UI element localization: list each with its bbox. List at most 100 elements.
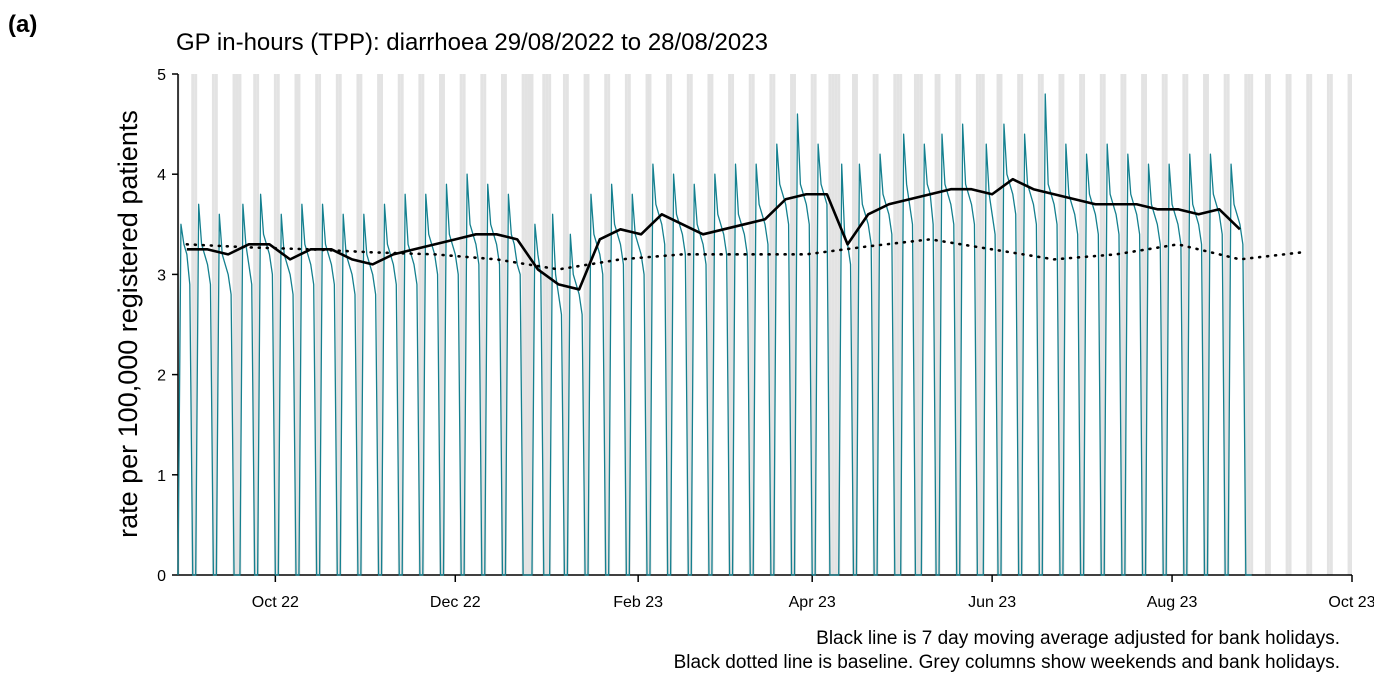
weekend-column [359, 74, 363, 575]
weekend-column [1040, 74, 1044, 575]
weekend-column [315, 74, 319, 575]
weekend-column [834, 74, 838, 575]
weekend-column [1099, 74, 1103, 575]
weekend-column [975, 74, 979, 575]
x-tick-label: Dec 22 [430, 594, 481, 611]
weekend-column [1102, 74, 1106, 575]
x-tick-label: Oct 23 [1328, 594, 1374, 611]
weekend-column [542, 74, 546, 575]
weekend-column [191, 74, 195, 575]
weekend-column [852, 74, 855, 575]
weekend-column [521, 74, 525, 575]
y-axis-label: rate per 100,000 registered patients [113, 110, 143, 538]
weekend-column [828, 74, 832, 575]
weekend-column [1264, 74, 1268, 575]
weekend-column [400, 74, 404, 575]
note: Black dotted line is baseline. Grey colu… [674, 652, 1340, 673]
weekend-column [297, 74, 301, 575]
weekend-column [899, 74, 903, 575]
weekend-column [1250, 74, 1254, 575]
weekend-column [934, 74, 938, 575]
weekend-column [483, 74, 487, 575]
weekend-column [1120, 74, 1124, 575]
weekend-column [1309, 74, 1313, 575]
weekend-column [214, 74, 218, 575]
weekend-column [1203, 74, 1206, 575]
weekend-column [837, 74, 841, 575]
weekend-column [689, 74, 693, 575]
x-tick-label: Apr 23 [789, 594, 836, 611]
weekend-column [294, 74, 298, 575]
weekend-column [813, 74, 817, 575]
weekend-column [565, 74, 569, 575]
weekend-column [916, 74, 920, 575]
weekend-column [875, 74, 879, 575]
weekend-column [548, 74, 552, 575]
weekend-column [1226, 74, 1230, 575]
x-tick-label: Oct 22 [252, 594, 299, 611]
weekend-column [1326, 74, 1330, 575]
weekend-column [686, 74, 690, 575]
weekend-column [728, 74, 732, 575]
weekend-column [1285, 74, 1289, 575]
weekend-column [1141, 74, 1145, 575]
weekend-column [810, 74, 814, 575]
weekend-column [1161, 74, 1165, 575]
panel-label: (a) [8, 11, 37, 38]
weekend-column [996, 74, 1000, 575]
weekend-column [854, 74, 858, 575]
weekend-column [253, 74, 257, 575]
x-tick-label: Feb 23 [613, 594, 663, 611]
weekend-column [893, 74, 897, 575]
weekend-column [459, 74, 463, 575]
weekend-column [256, 74, 260, 575]
weekend-column [769, 74, 773, 575]
x-tick-label: Jun 23 [968, 594, 1016, 611]
weekend-column [607, 74, 611, 575]
weekend-column [530, 74, 534, 575]
weekend-column [978, 74, 982, 575]
weekend-column [524, 74, 528, 575]
weekend-column [1082, 74, 1086, 575]
weekend-column [1347, 74, 1351, 575]
weekend-column [335, 74, 339, 575]
note: Black line is 7 day moving average adjus… [816, 628, 1340, 649]
weekend-column [772, 74, 776, 575]
weekend-column [955, 74, 959, 575]
weekend-column [872, 74, 876, 575]
weekend-column [500, 74, 504, 575]
weekend-column [562, 74, 566, 575]
weekend-column [276, 74, 280, 575]
weekend-column [645, 74, 649, 575]
weekend-column [624, 74, 628, 575]
weekend-column [194, 74, 198, 575]
baseline-line [185, 238, 1304, 271]
weekend-column [1079, 74, 1083, 575]
weekend-column [1185, 74, 1189, 575]
weekend-column [421, 74, 425, 575]
weekend-column [545, 74, 549, 575]
weekend-column [604, 74, 608, 575]
weekend-column [442, 74, 445, 575]
weekend-column [418, 74, 422, 575]
weekend-column [1306, 74, 1310, 575]
y-tick-label: 5 [157, 67, 166, 84]
weekend-column [627, 74, 631, 575]
weekend-column [439, 74, 443, 575]
weekend-column [397, 74, 401, 575]
moving-average-line [186, 177, 1241, 291]
weekend-column [1037, 74, 1041, 575]
weekend-column [919, 74, 923, 575]
y-tick-label: 0 [157, 568, 166, 585]
weekend-column [1058, 74, 1062, 575]
weekend-column [1205, 74, 1209, 575]
weekend-column [981, 74, 985, 575]
daily-rate-line [177, 93, 1252, 576]
weekend-column [1288, 74, 1292, 575]
weekend-column [937, 74, 941, 575]
weekend-column [356, 74, 360, 575]
weekend-column [1017, 74, 1021, 575]
weekend-column [896, 74, 900, 575]
weekend-column [1267, 74, 1271, 575]
weekend-column [238, 74, 242, 575]
